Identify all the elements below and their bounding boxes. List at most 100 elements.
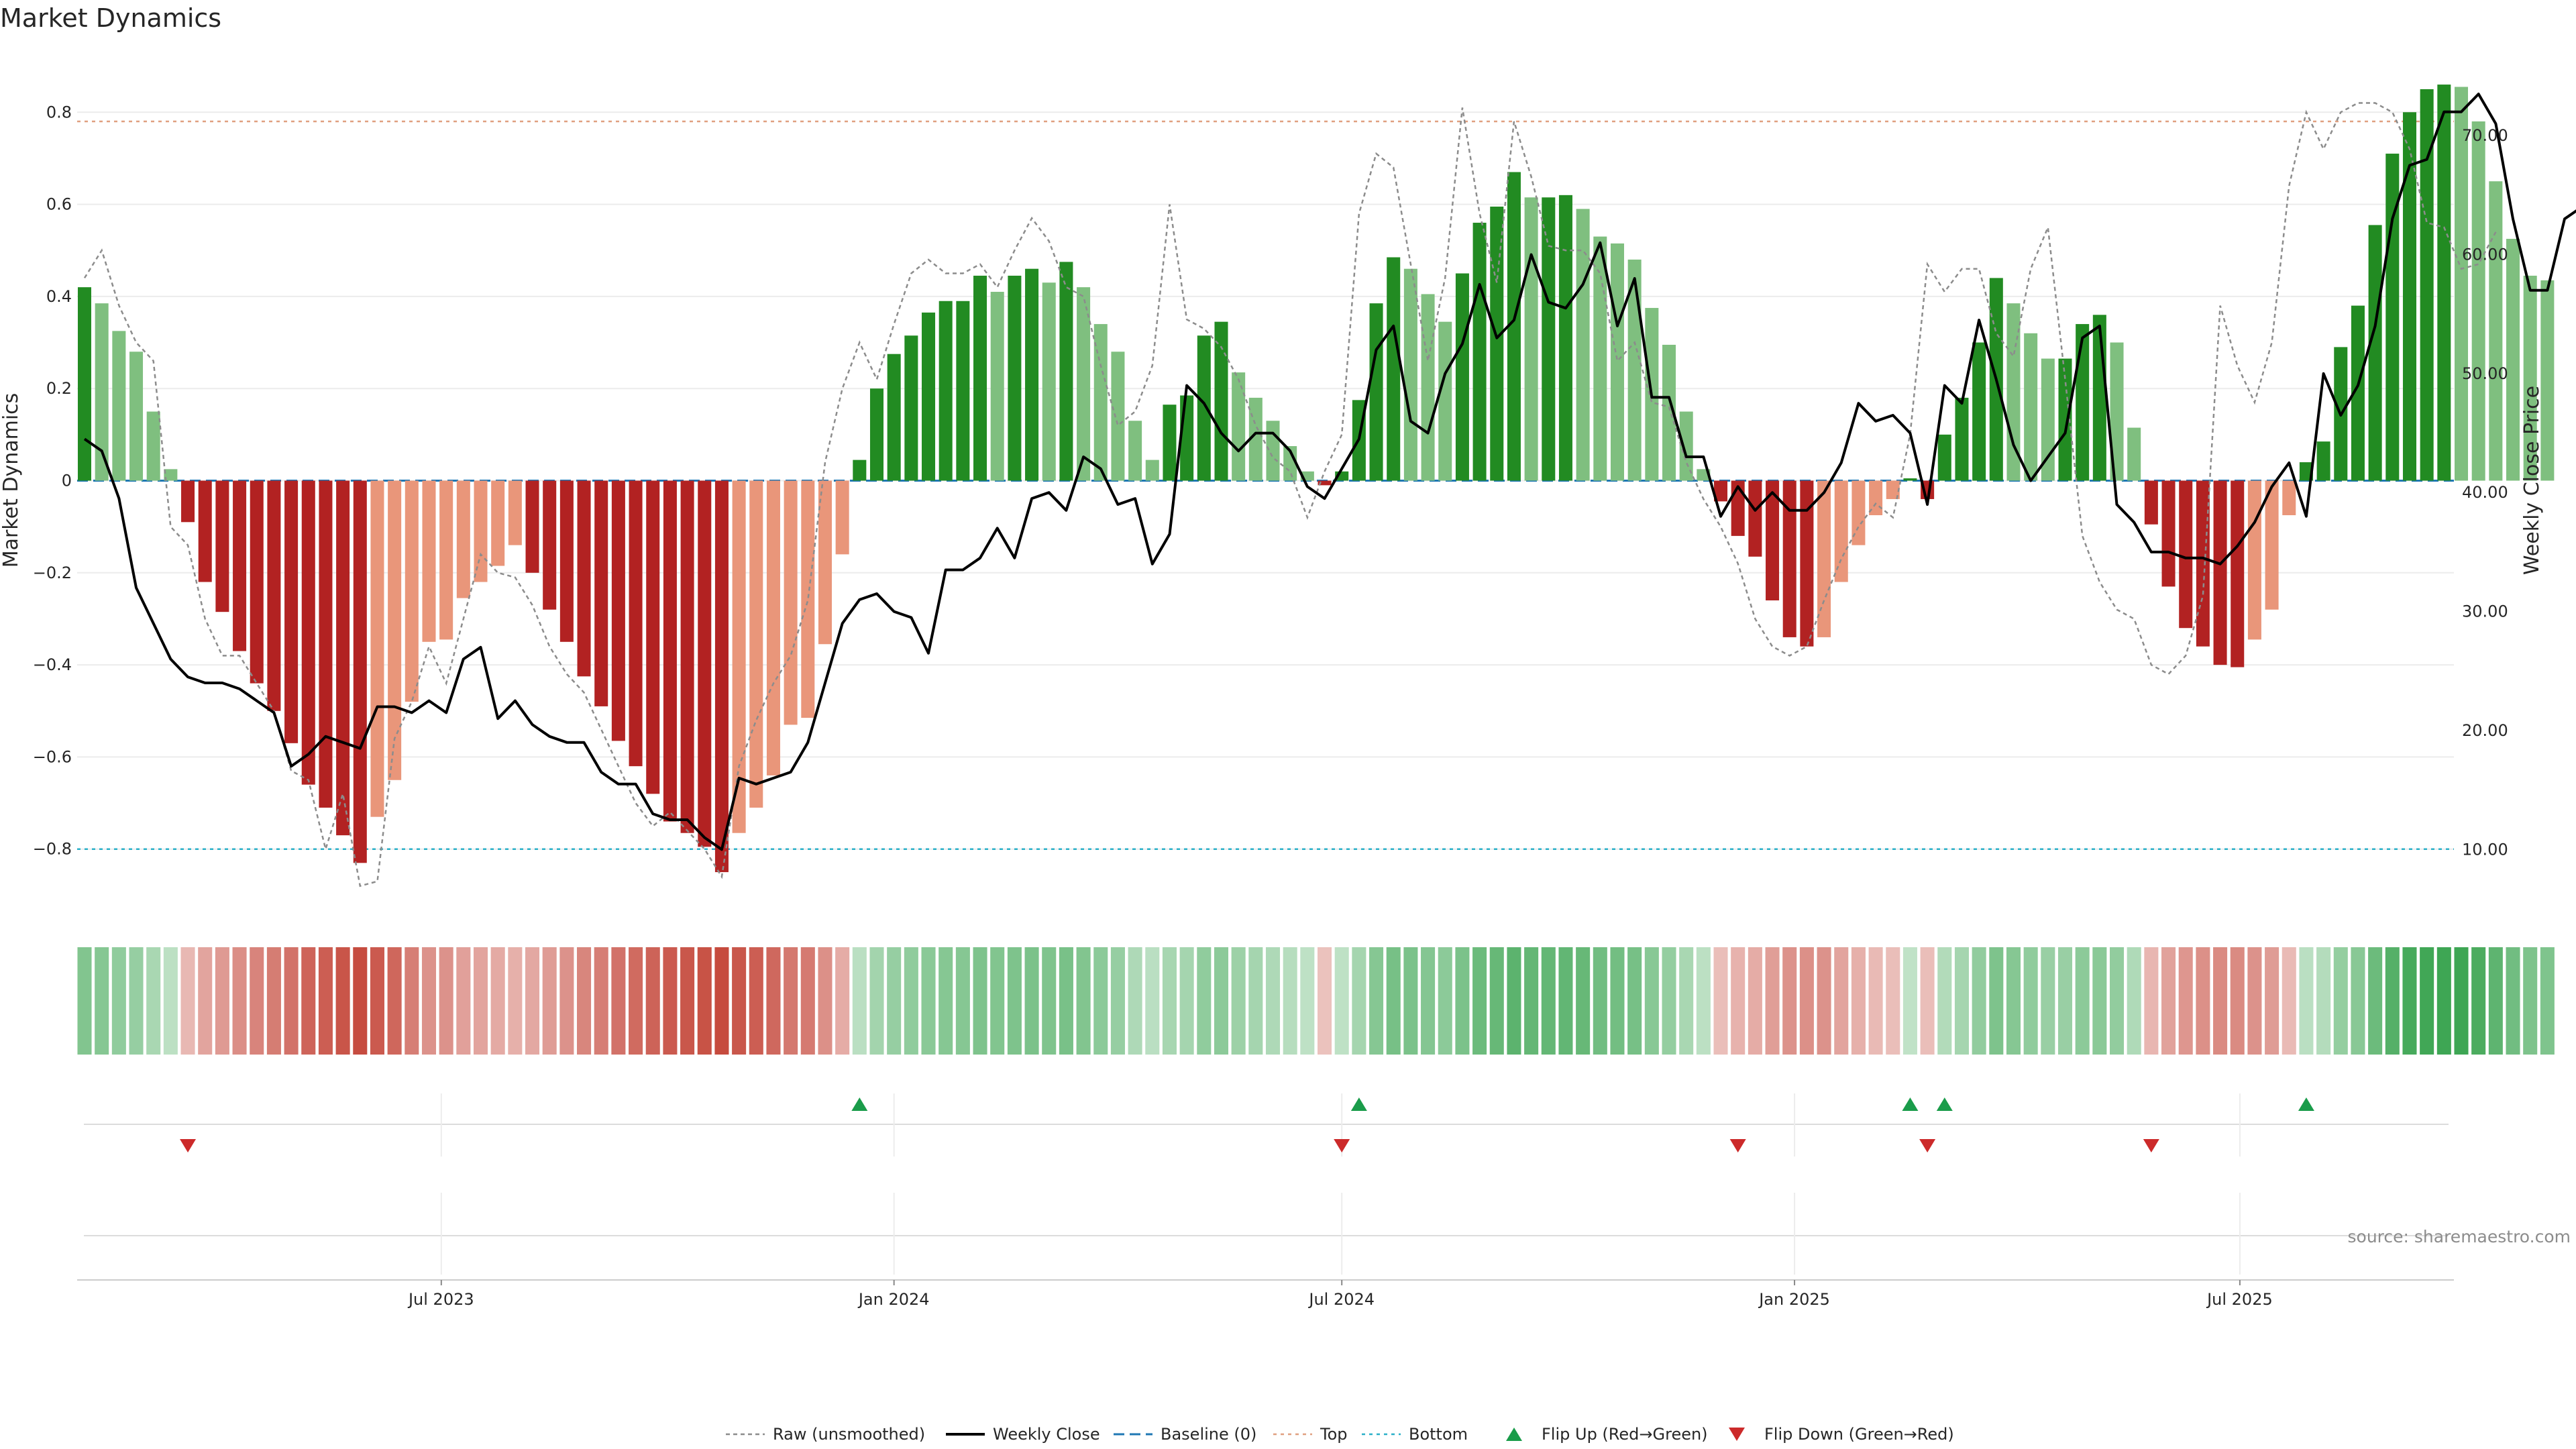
dynamics-bar — [887, 354, 901, 481]
heat-cell — [1128, 947, 1142, 1055]
x-tick-label: Jul 2024 — [1307, 1290, 1375, 1309]
heat-cell — [2127, 947, 2141, 1055]
heat-cell — [2109, 947, 2125, 1055]
legend-label: Raw (unsmoothed) — [773, 1425, 925, 1444]
dynamics-bar — [1455, 273, 1469, 481]
dynamics-bar — [1955, 397, 1969, 481]
flip-down-marker — [1919, 1139, 1936, 1152]
heat-cell — [163, 947, 178, 1055]
dynamics-bar — [1025, 268, 1039, 481]
heat-cell — [2299, 947, 2314, 1055]
heat-cell — [697, 947, 712, 1055]
flip-down-marker — [180, 1139, 197, 1152]
dynamics-bar — [319, 480, 333, 808]
dynamics-bar — [353, 480, 367, 863]
left-tick-label: −0.4 — [33, 655, 72, 674]
heat-cell — [1886, 947, 1900, 1055]
flip-down-marker — [1334, 1139, 1350, 1152]
dynamics-bar — [973, 275, 987, 481]
heat-cell — [2178, 947, 2193, 1055]
dynamics-bar — [2523, 275, 2537, 481]
heat-cell — [2471, 947, 2486, 1055]
heat-cell — [1317, 947, 1332, 1055]
left-tick-label: 0.6 — [46, 195, 72, 214]
dynamics-bar — [77, 287, 92, 481]
dynamics-bar — [422, 480, 436, 642]
dynamics-bar — [1438, 321, 1452, 481]
heat-cell — [1007, 947, 1022, 1055]
left-axis-title: Market Dynamics — [0, 393, 23, 568]
dynamics-bar — [904, 335, 918, 481]
heat-cell — [835, 947, 850, 1055]
raw-series — [83, 102, 2497, 888]
heat-cell — [405, 947, 419, 1055]
dynamics-bar — [922, 312, 936, 481]
heat-cell — [904, 947, 918, 1055]
heat-cell — [421, 947, 437, 1055]
heat-cell — [1627, 947, 1642, 1055]
heat-cell — [869, 947, 884, 1055]
dynamics-bar — [853, 460, 867, 481]
heat-cell — [1679, 947, 1694, 1055]
left-tick-label: −0.8 — [33, 840, 72, 859]
dynamics-bar — [1008, 275, 1022, 481]
dynamics-bar — [1937, 434, 1951, 481]
left-tick-label: −0.6 — [33, 747, 72, 766]
dynamics-bar — [1180, 395, 1194, 481]
dynamics-bar — [129, 352, 144, 481]
dynamics-bar — [301, 480, 315, 785]
heat-cell — [1713, 947, 1728, 1055]
heat-cell — [1558, 947, 1573, 1055]
left-y-axis: 0.8 0.6 0.4 0.2 0 −0.2 −0.4 −0.6 −0.8 — [33, 103, 72, 858]
x-tick-label: Jan 2024 — [857, 1290, 930, 1309]
dynamics-bar — [1714, 480, 1728, 502]
heat-cell — [1937, 947, 1952, 1055]
heat-cell — [2454, 947, 2469, 1055]
dynamics-bar — [1421, 294, 1435, 481]
heat-cell — [1507, 947, 1521, 1055]
heat-cell — [456, 947, 471, 1055]
dynamics-bar — [1972, 342, 1986, 481]
dynamics-bar — [233, 480, 247, 651]
heat-cell — [2041, 947, 2055, 1055]
dynamics-bar — [2489, 181, 2503, 481]
dynamics-bar — [2024, 333, 2038, 481]
dynamics-bar — [869, 388, 884, 481]
heat-cell — [1300, 947, 1315, 1055]
heat-cell — [1334, 947, 1349, 1055]
heat-cell — [645, 947, 660, 1055]
heat-cell — [1162, 947, 1177, 1055]
heat-cell — [1352, 947, 1366, 1055]
right-tick-label: 20.00 — [2462, 721, 2508, 740]
heat-cell — [973, 947, 987, 1055]
heat-cell — [180, 947, 195, 1055]
dynamics-bar — [336, 480, 350, 836]
heat-cell — [542, 947, 557, 1055]
heat-cell — [1799, 947, 1814, 1055]
dynamics-bar — [1903, 478, 1917, 481]
legend-label: Flip Down (Green→Red) — [1764, 1425, 1954, 1444]
heat-cell — [2540, 947, 2555, 1055]
heat-cell — [129, 947, 144, 1055]
heat-cell — [1972, 947, 1986, 1055]
right-tick-label: 60.00 — [2462, 246, 2508, 264]
heat-cell — [2092, 947, 2107, 1055]
dynamics-bar — [1232, 372, 1246, 481]
heat-cell — [353, 947, 368, 1055]
heat-cell — [1024, 947, 1039, 1055]
dynamics-bar — [1145, 460, 1159, 481]
dynamics-bar — [698, 480, 712, 847]
heat-cell — [2075, 947, 2090, 1055]
flip-up-marker — [1350, 1097, 1367, 1111]
dynamics-bar — [2092, 315, 2106, 481]
dynamics-bar — [766, 480, 780, 775]
heat-cell — [1920, 947, 1935, 1055]
dynamics-bar — [2402, 112, 2416, 481]
heat-cell — [2282, 947, 2296, 1055]
dynamics-bar — [1610, 243, 1624, 481]
heat-cell — [2368, 947, 2383, 1055]
dynamics-bar — [1817, 480, 1831, 637]
dynamics-bar — [577, 480, 591, 677]
dynamics-bar — [1042, 282, 1056, 481]
heat-cell — [1610, 947, 1625, 1055]
